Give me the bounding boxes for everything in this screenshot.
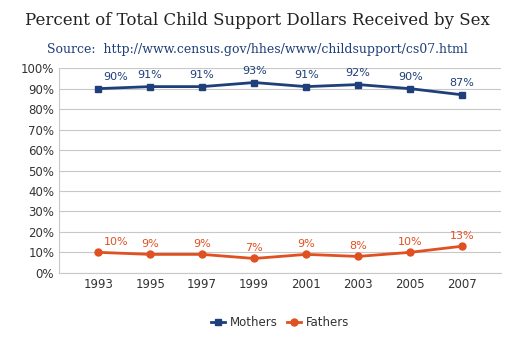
Text: 8%: 8% — [349, 241, 367, 251]
Text: Percent of Total Child Support Dollars Received by Sex: Percent of Total Child Support Dollars R… — [25, 12, 489, 29]
Text: 9%: 9% — [193, 239, 211, 249]
Fathers — [355, 254, 361, 258]
Text: Source:  http://www.census.gov/hhes/www/childsupport/cs07.html: Source: http://www.census.gov/hhes/www/c… — [47, 43, 467, 56]
Fathers — [303, 252, 309, 256]
Mothers — [95, 87, 101, 91]
Text: 92%: 92% — [346, 68, 371, 78]
Mothers — [251, 80, 257, 85]
Text: 10%: 10% — [104, 237, 128, 247]
Fathers — [147, 252, 153, 256]
Line: Mothers: Mothers — [95, 79, 466, 98]
Fathers — [459, 244, 465, 248]
Text: 93%: 93% — [242, 65, 266, 76]
Mothers — [199, 85, 205, 89]
Text: 90%: 90% — [398, 72, 423, 82]
Text: 87%: 87% — [450, 78, 474, 88]
Fathers — [407, 250, 413, 254]
Mothers — [147, 85, 153, 89]
Mothers — [407, 87, 413, 91]
Text: 91%: 91% — [138, 70, 162, 80]
Fathers — [95, 250, 101, 254]
Mothers — [303, 85, 309, 89]
Fathers — [251, 256, 257, 261]
Text: 91%: 91% — [294, 70, 319, 80]
Text: 13%: 13% — [450, 231, 474, 241]
Fathers — [199, 252, 205, 256]
Line: Fathers: Fathers — [95, 243, 466, 262]
Text: 7%: 7% — [245, 243, 263, 253]
Text: 90%: 90% — [104, 72, 128, 82]
Text: 9%: 9% — [297, 239, 315, 249]
Legend: Mothers, Fathers: Mothers, Fathers — [206, 311, 354, 334]
Text: 9%: 9% — [141, 239, 159, 249]
Mothers — [355, 83, 361, 87]
Text: 91%: 91% — [190, 70, 214, 80]
Text: 10%: 10% — [398, 237, 423, 247]
Mothers — [459, 93, 465, 97]
